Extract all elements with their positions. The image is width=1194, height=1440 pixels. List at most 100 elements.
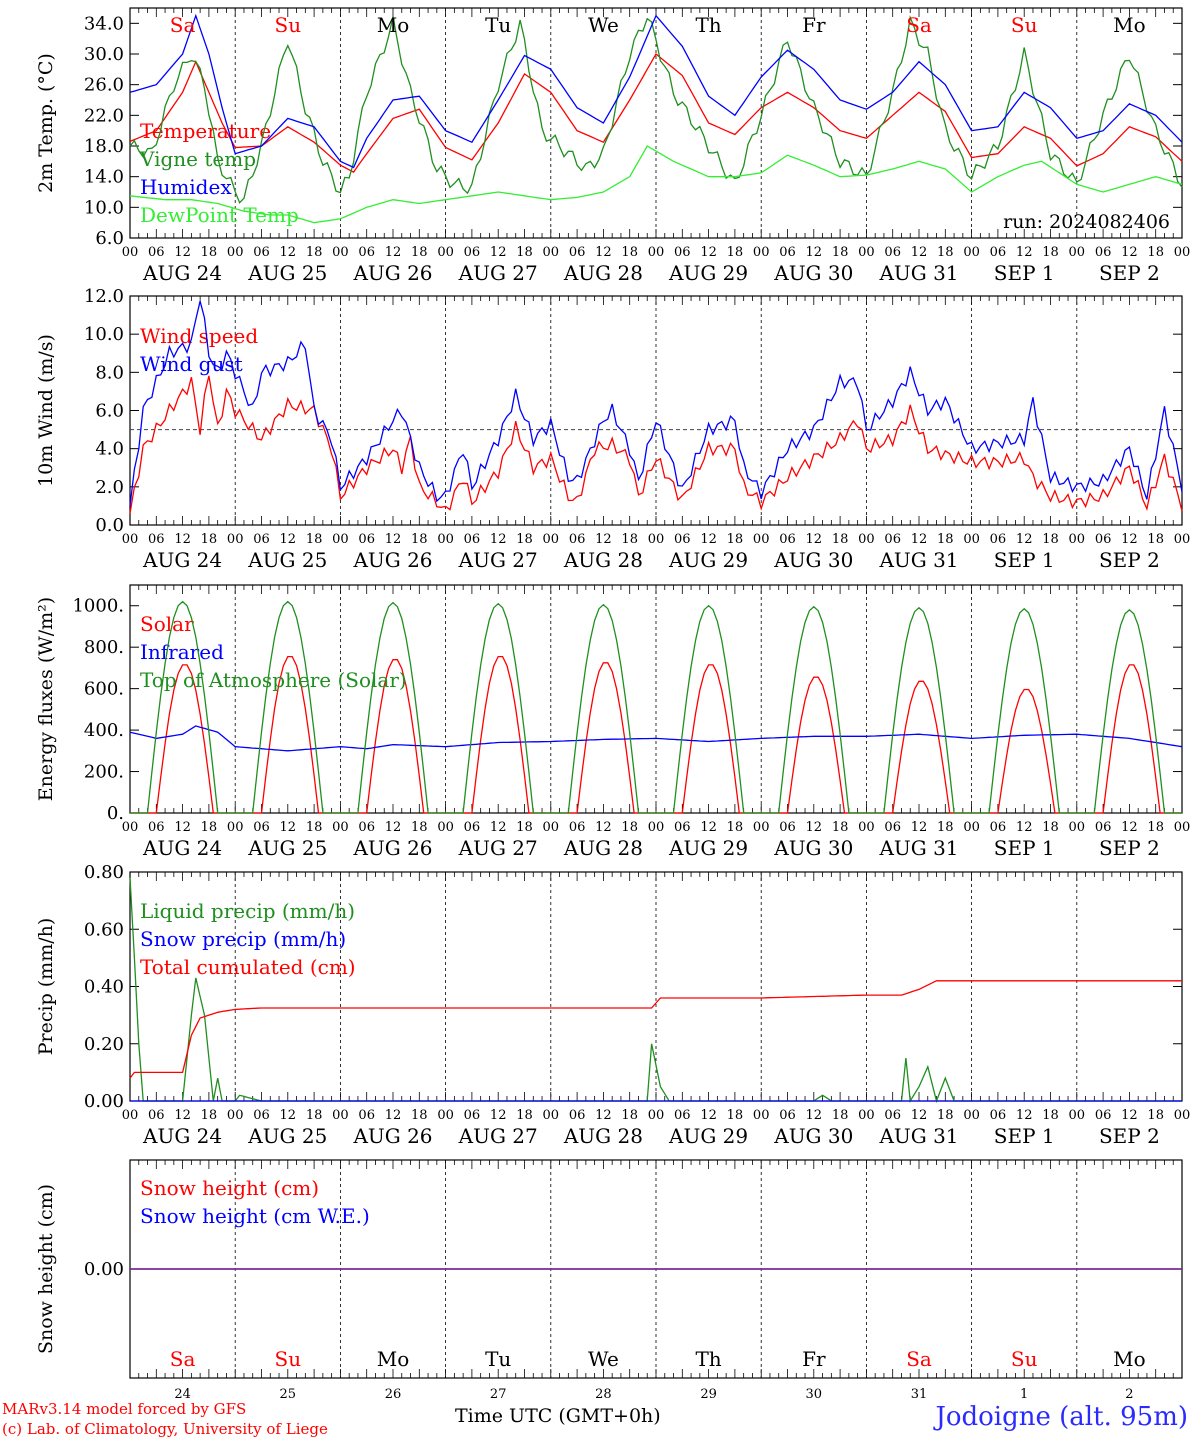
hour-label: 18 <box>411 1108 428 1123</box>
day-number: 29 <box>700 1387 717 1402</box>
hour-label: 12 <box>595 532 612 547</box>
hour-label: 18 <box>621 245 638 260</box>
hour-label: 06 <box>884 245 901 260</box>
hour-label: 00 <box>753 820 770 835</box>
date-label: AUG 24 <box>142 836 222 860</box>
date-label: AUG 31 <box>878 836 958 860</box>
hour-label: 00 <box>1174 1108 1191 1123</box>
hour-label: 12 <box>385 245 402 260</box>
hour-label: 00 <box>227 1108 244 1123</box>
date-label: AUG 29 <box>668 548 748 572</box>
date-label: AUG 29 <box>668 261 748 285</box>
hour-label: 06 <box>148 245 165 260</box>
date-label: SEP 1 <box>994 1124 1055 1148</box>
date-label: AUG 25 <box>247 548 327 572</box>
hour-label: 00 <box>858 820 875 835</box>
hour-label: 18 <box>832 245 849 260</box>
y-tick-label: 0.60 <box>84 919 124 940</box>
hour-label: 06 <box>674 820 691 835</box>
series-line-wind-gust <box>129 301 1183 506</box>
day-number: 28 <box>595 1387 612 1402</box>
site-name: Jodoigne (alt. 95m) <box>935 1402 1188 1432</box>
date-label: AUG 25 <box>247 1124 327 1148</box>
day-number: 26 <box>385 1387 402 1402</box>
hour-label: 18 <box>727 532 744 547</box>
date-label: SEP 2 <box>1099 261 1160 285</box>
legend-snow-height-cm-: Snow height (cm) <box>140 1176 319 1200</box>
hour-label: 18 <box>306 820 323 835</box>
y-tick-label: 0.40 <box>84 977 124 998</box>
hour-label: 18 <box>1147 820 1164 835</box>
hour-label: 06 <box>358 245 375 260</box>
y-tick-label: 18.0 <box>84 136 124 157</box>
hour-label: 06 <box>884 1108 901 1123</box>
date-label: AUG 25 <box>247 836 327 860</box>
hour-label: 06 <box>358 1108 375 1123</box>
hour-label: 00 <box>332 245 349 260</box>
hour-label: 18 <box>201 820 218 835</box>
hour-label: 06 <box>1095 532 1112 547</box>
hour-label: 12 <box>1016 245 1033 260</box>
hour-label: 06 <box>253 245 270 260</box>
series-line-dewpoint-temp <box>129 145 1183 224</box>
hour-label: 00 <box>1174 820 1191 835</box>
hour-label: 00 <box>1069 532 1086 547</box>
date-label: AUG 29 <box>668 836 748 860</box>
hour-label: 00 <box>963 245 980 260</box>
hour-label: 06 <box>779 1108 796 1123</box>
hour-label: 12 <box>1016 532 1033 547</box>
legend-wind-gust: Wind gust <box>140 352 243 376</box>
series-line-wind-speed <box>129 375 1183 514</box>
day-name: Tu <box>485 1347 511 1371</box>
y-tick-label: 34.0 <box>84 13 124 34</box>
hour-label: 12 <box>280 532 297 547</box>
hour-label: 18 <box>411 245 428 260</box>
hour-label: 18 <box>306 245 323 260</box>
hour-label: 18 <box>411 820 428 835</box>
hour-label: 12 <box>385 532 402 547</box>
hour-label: 12 <box>385 1108 402 1123</box>
hour-label: 12 <box>1016 1108 1033 1123</box>
legend-snow-height-cm-w-e-: Snow height (cm W.E.) <box>140 1204 370 1228</box>
hour-label: 00 <box>753 245 770 260</box>
date-label: AUG 24 <box>142 1124 222 1148</box>
y-tick-label: 1000. <box>72 596 124 617</box>
hour-label: 00 <box>753 1108 770 1123</box>
day-name: Su <box>275 13 302 37</box>
hour-label: 00 <box>648 820 665 835</box>
hour-label: 18 <box>937 820 954 835</box>
y-tick-label: 8.0 <box>95 362 124 383</box>
hour-label: 18 <box>1042 245 1059 260</box>
hour-label: 06 <box>674 1108 691 1123</box>
hour-label: 06 <box>674 532 691 547</box>
y-tick-label: 0.00 <box>84 1091 124 1112</box>
hour-label: 00 <box>122 532 139 547</box>
date-label: AUG 29 <box>668 1124 748 1148</box>
date-label: AUG 26 <box>352 261 432 285</box>
hour-label: 00 <box>122 820 139 835</box>
legend-snow-precip-mm-h-: Snow precip (mm/h) <box>140 927 346 951</box>
hour-label: 12 <box>280 1108 297 1123</box>
hour-label: 00 <box>648 245 665 260</box>
hour-label: 18 <box>937 245 954 260</box>
hour-label: 00 <box>437 532 454 547</box>
hour-label: 00 <box>227 820 244 835</box>
y-axis-title: Precip (mm/h) <box>35 918 57 1056</box>
hour-label: 18 <box>832 820 849 835</box>
hour-label: 06 <box>148 820 165 835</box>
copyright-credit: (c) Lab. of Climatology, University of L… <box>2 1420 328 1438</box>
hour-label: 12 <box>911 1108 928 1123</box>
hour-label: 18 <box>937 1108 954 1123</box>
day-number: 27 <box>490 1387 507 1402</box>
hour-label: 06 <box>1095 1108 1112 1123</box>
day-number: 2 <box>1125 1387 1133 1402</box>
date-label: SEP 2 <box>1099 1124 1160 1148</box>
date-label: AUG 31 <box>878 548 958 572</box>
hour-label: 06 <box>148 1108 165 1123</box>
date-label: SEP 1 <box>994 548 1055 572</box>
hour-label: 00 <box>1069 820 1086 835</box>
date-label: AUG 30 <box>773 548 853 572</box>
hour-label: 12 <box>700 532 717 547</box>
hour-label: 00 <box>332 820 349 835</box>
hour-label: 00 <box>648 1108 665 1123</box>
